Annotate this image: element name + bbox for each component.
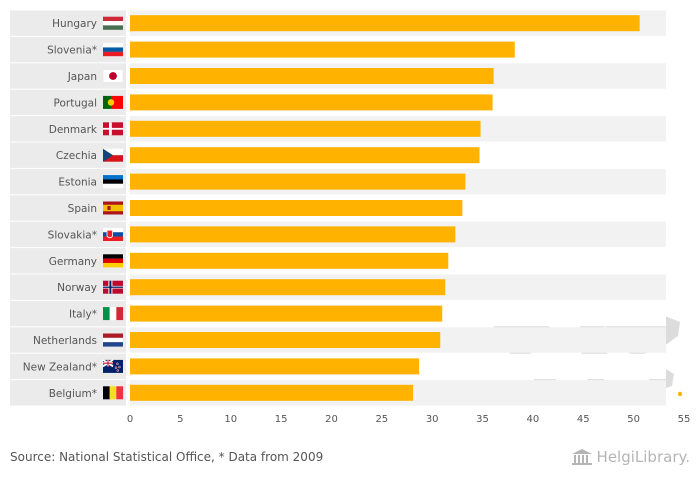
map-marker [677, 391, 683, 397]
x-tick-label: 30 [426, 414, 439, 425]
bar[interactable] [130, 358, 420, 375]
category-label: New Zealand* [23, 361, 97, 373]
bar[interactable] [130, 120, 481, 137]
flag-icon [103, 148, 123, 162]
flag-icon [103, 43, 123, 57]
category-label: Slovenia* [47, 45, 97, 57]
bar[interactable] [130, 68, 494, 84]
bar[interactable] [130, 147, 480, 164]
flag-icon [103, 307, 124, 321]
category-label: Portugal [54, 97, 98, 109]
x-tick-label: 55 [678, 414, 691, 425]
bar[interactable] [130, 252, 449, 269]
category-label: Slovakia* [48, 229, 97, 241]
bar[interactable] [130, 94, 493, 111]
chart-row: Spain [10, 195, 666, 221]
chart-row: Portugal [10, 89, 666, 116]
category-label: Denmark [49, 124, 98, 136]
x-tick-label: 10 [224, 414, 237, 425]
flag-icon [103, 122, 123, 136]
x-tick-label: 45 [577, 414, 590, 425]
flag-icon [103, 333, 123, 347]
x-tick-label: 15 [275, 414, 288, 425]
chart-row: Germany [10, 248, 666, 274]
category-label: Belgium* [49, 388, 97, 400]
flag-icon [103, 280, 123, 294]
library-building-icon [571, 449, 592, 465]
category-label: Hungary [52, 18, 97, 30]
x-axis: 0 5 10 15 20 25 30 35 40 45 50 55 [127, 414, 691, 425]
chart-row: Slovakia* [10, 221, 666, 248]
flag-icon [103, 201, 123, 215]
category-label: Germany [49, 256, 97, 268]
x-tick-label: 5 [177, 414, 183, 425]
flag-icon [103, 95, 123, 109]
category-label: Netherlands [33, 335, 97, 347]
category-label: Japan [67, 71, 97, 83]
chart-row: Slovenia* [10, 36, 666, 63]
chart-row: Belgium* [10, 380, 666, 406]
chart-row: Italy* [10, 300, 666, 327]
flag-icon [102, 69, 124, 83]
flag-icon [103, 16, 123, 30]
bar[interactable] [130, 305, 443, 322]
category-label: Norway [57, 282, 97, 294]
category-label: Italy* [69, 309, 97, 321]
chart-row: New Zealand* [10, 353, 666, 380]
bar[interactable] [130, 200, 463, 216]
flag-icon [103, 227, 123, 241]
bar[interactable] [130, 332, 441, 348]
bar[interactable] [130, 41, 515, 58]
chart-row: Hungary [10, 10, 666, 36]
x-tick-label: 40 [527, 414, 540, 425]
flag-icon [103, 386, 124, 400]
brand-name: HelgiLibrary. [596, 448, 690, 466]
chart-row: Japan [10, 63, 666, 89]
category-label: Spain [68, 203, 97, 215]
chart-rows: Hungary Slovenia* Japan Portugal Denmark Czec… [10, 10, 666, 406]
flag-icon [103, 254, 123, 268]
source-note: Source: National Statistical Office, * D… [10, 450, 324, 464]
bar[interactable] [130, 279, 446, 296]
category-label: Czechia [56, 150, 97, 162]
x-tick-label: 35 [476, 414, 489, 425]
x-tick-label: 25 [375, 414, 388, 425]
brand-logo[interactable]: HelgiLibrary. [571, 448, 690, 466]
x-tick-label: 20 [325, 414, 338, 425]
chart-row: Netherlands [10, 327, 666, 353]
category-label: Estonia [58, 177, 97, 189]
chart-row: Czechia [10, 142, 666, 168]
flag-icon [102, 359, 123, 373]
bar[interactable] [130, 173, 466, 190]
bar[interactable] [130, 384, 414, 401]
chart-row: Denmark [10, 116, 666, 142]
x-tick-label: 0 [127, 414, 133, 425]
chart-row: Estonia [10, 168, 666, 195]
bar[interactable] [130, 15, 640, 32]
chart-row: Norway [10, 274, 666, 300]
bar[interactable] [130, 226, 456, 243]
flag-icon [103, 175, 123, 189]
x-tick-label: 50 [627, 414, 640, 425]
